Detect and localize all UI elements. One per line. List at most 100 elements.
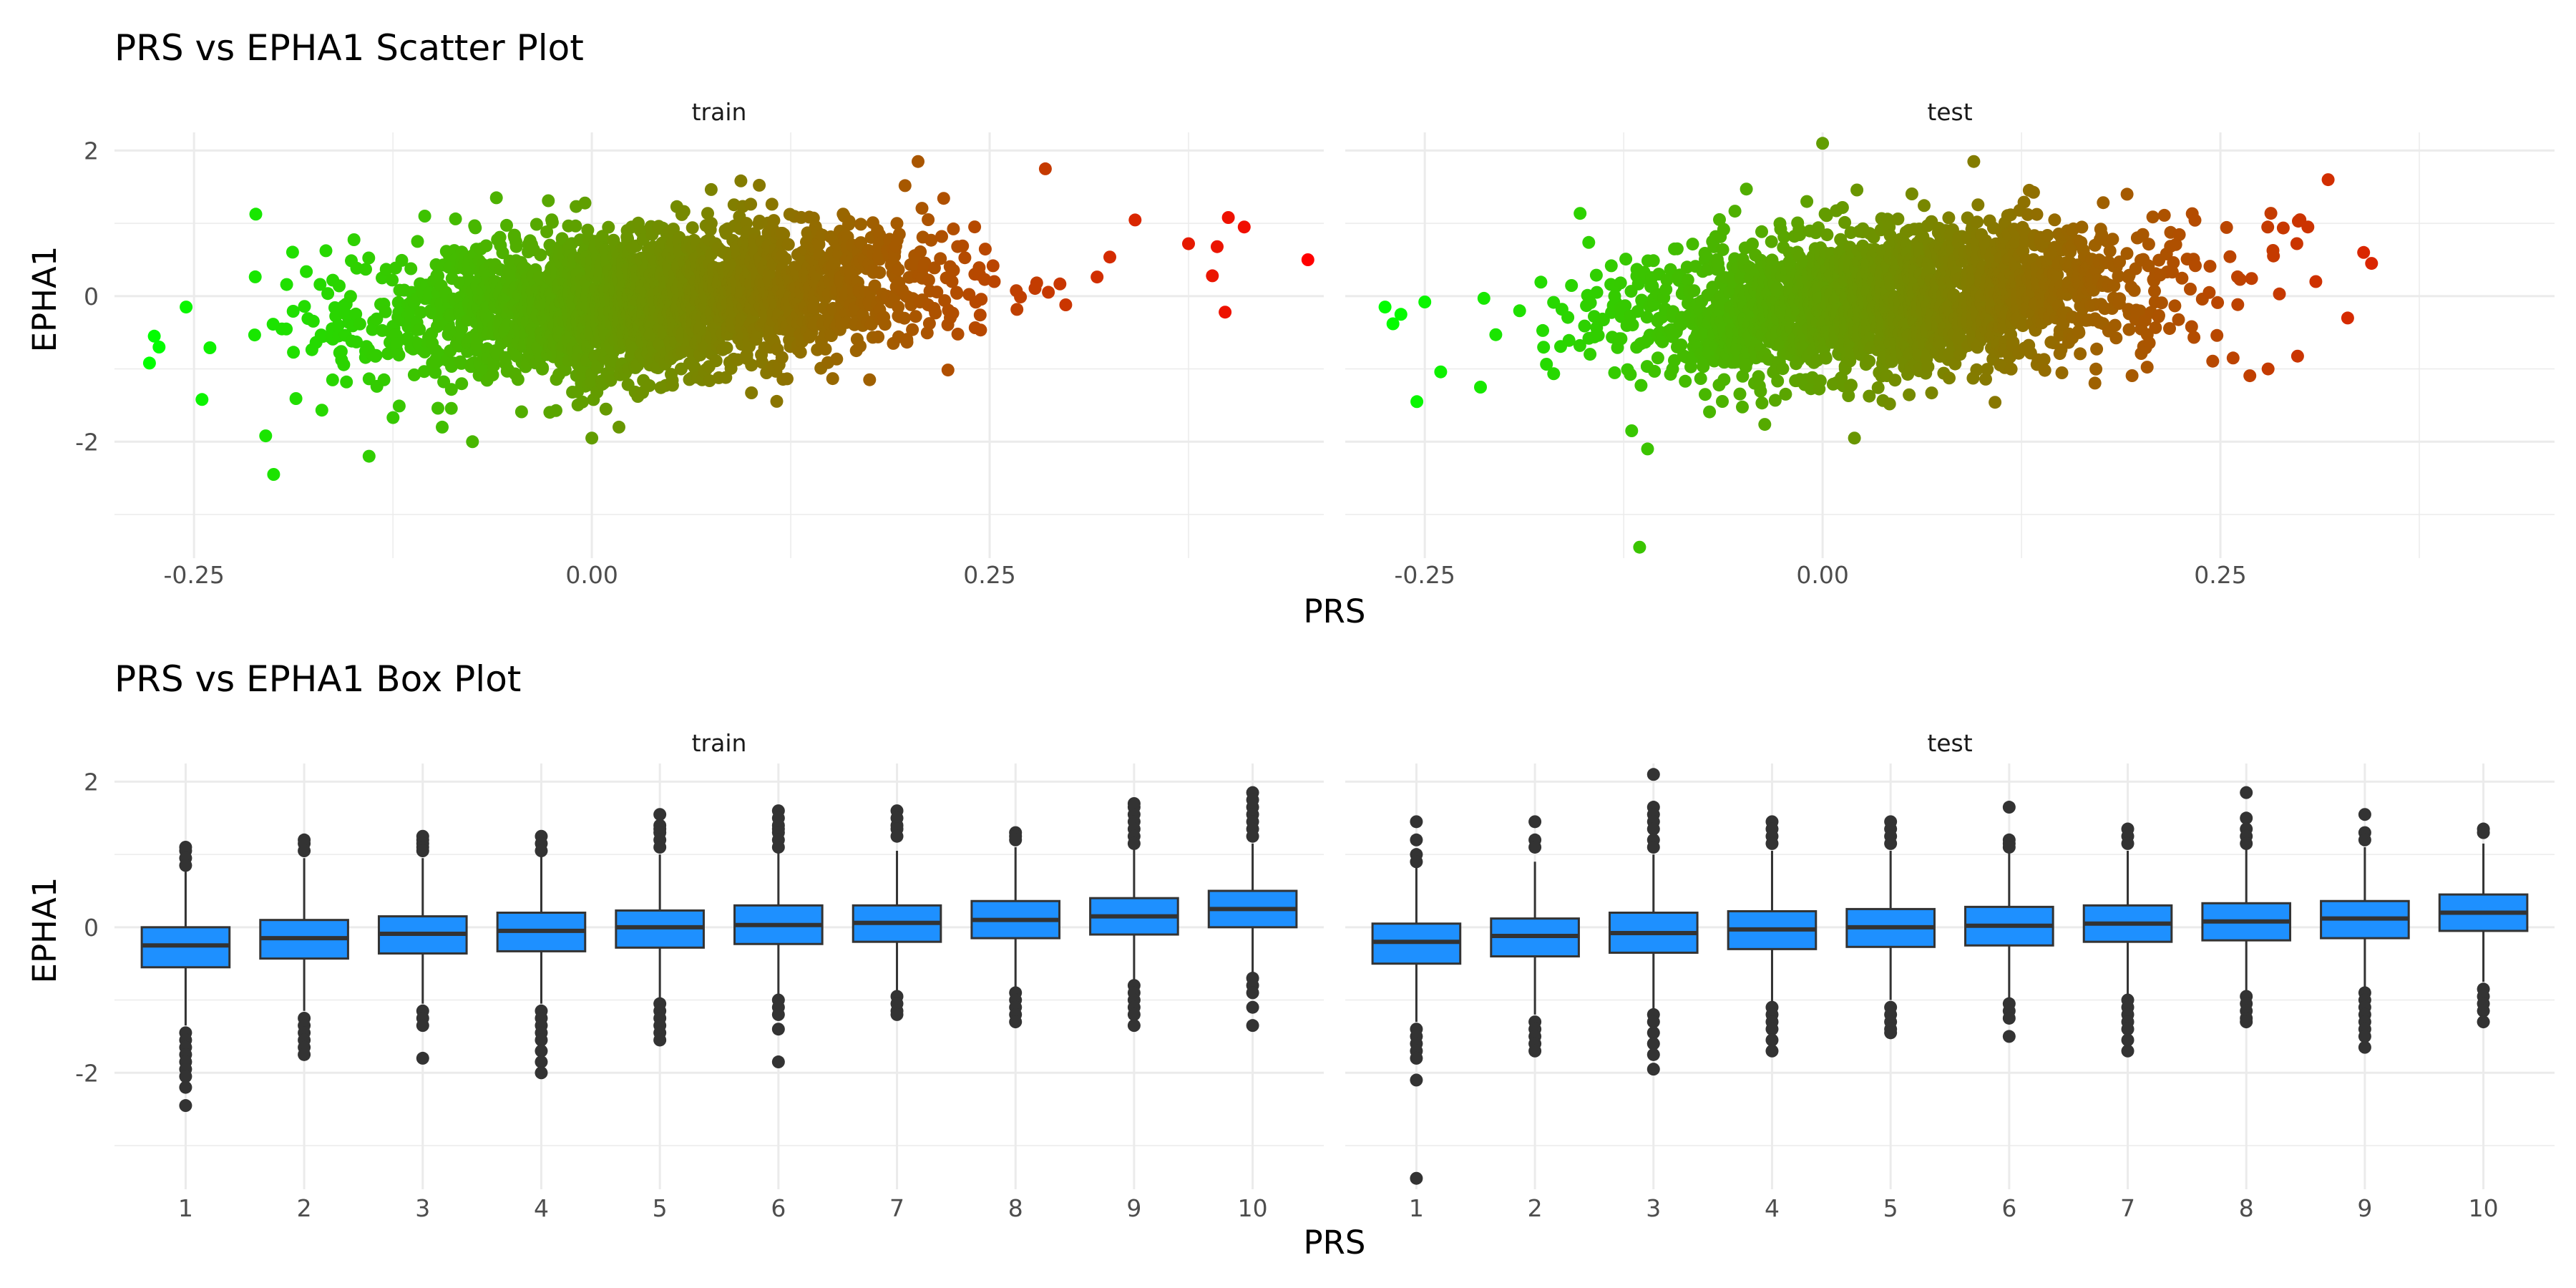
scatter-point	[1765, 235, 1778, 248]
scatter-point	[2273, 287, 2286, 301]
scatter-point	[2321, 173, 2335, 187]
scatter-point	[602, 220, 615, 234]
scatter-point	[418, 210, 431, 223]
box-outlier	[179, 1099, 192, 1113]
scatter-point	[286, 245, 299, 259]
scatter-point	[900, 336, 914, 349]
x-tick-label: 0.25	[963, 561, 1015, 589]
scatter-point	[1648, 364, 1662, 378]
scatter-point	[1943, 371, 1956, 385]
scatter-point	[1030, 276, 1043, 290]
scatter-point	[2048, 213, 2062, 227]
scatter-point	[1918, 199, 1931, 213]
scatter-point	[1237, 220, 1251, 234]
scatter-point	[386, 273, 399, 287]
scatter-point	[1736, 400, 1749, 414]
scatter-point	[1206, 269, 1219, 283]
scatter-point	[935, 230, 948, 243]
scatter-point	[842, 215, 856, 228]
scatter-point	[2146, 210, 2160, 224]
scatter-point	[1819, 351, 1833, 365]
scatter-point	[2210, 328, 2224, 342]
scatter-point	[950, 286, 964, 300]
scatter-point	[280, 322, 293, 336]
scatter-point	[1624, 368, 1637, 381]
scatter-point	[1883, 397, 1896, 411]
scatter-point	[1301, 253, 1314, 266]
scatter-point	[2206, 354, 2220, 368]
scatter-point	[500, 218, 513, 232]
scatter-point	[794, 346, 807, 359]
scatter-point	[1578, 319, 1591, 333]
scatter-point	[466, 435, 479, 449]
scatter-point	[2120, 187, 2134, 201]
scatter-point	[1619, 253, 1633, 266]
x-tick-label: 0.00	[565, 561, 618, 589]
scatter-point	[2188, 213, 2202, 227]
scatter-point	[248, 270, 262, 283]
scatter-point	[2113, 292, 2127, 306]
box-outlier	[653, 840, 667, 854]
scatter-point	[2264, 207, 2278, 220]
x-tick-label: -0.25	[1394, 561, 1455, 589]
scatter-point	[248, 328, 261, 342]
box-outlier	[416, 1019, 429, 1033]
scatter-point	[1010, 303, 1024, 316]
scatter-point	[2152, 308, 2165, 322]
scatter-point	[152, 341, 166, 353]
scatter-point	[300, 265, 313, 278]
scatter-point	[1679, 374, 1692, 388]
scatter-point	[2149, 321, 2162, 334]
scatter-point	[1891, 213, 1905, 225]
scatter-point	[946, 306, 960, 320]
scatter-point	[595, 230, 609, 243]
scatter-point	[1489, 328, 1503, 341]
scatter-y-axis-title: EPHA1	[26, 246, 64, 353]
scatter-point	[2097, 196, 2110, 210]
scatter-point	[2109, 331, 2123, 345]
scatter-point	[1703, 405, 1717, 419]
scatter-point	[429, 366, 442, 379]
scatter-point	[142, 356, 156, 370]
scatter-point	[677, 205, 691, 218]
scatter-point	[1634, 379, 1648, 392]
scatter-point	[1687, 284, 1701, 298]
scatter-point	[1561, 311, 1575, 324]
scatter-point	[1182, 237, 1195, 250]
y-tick-label: 2	[84, 137, 99, 165]
scatter-point	[2261, 362, 2275, 376]
scatter-point	[1418, 296, 1432, 308]
scatter-point	[2243, 369, 2257, 383]
scatter-point	[1574, 207, 1587, 220]
box-train-grid	[114, 763, 1324, 1189]
scatter-point	[2168, 299, 2182, 313]
scatter-point	[2184, 283, 2197, 296]
scatter-point	[2089, 362, 2103, 376]
scatter-point	[765, 197, 779, 211]
scatter-point	[909, 310, 922, 323]
scatter-point	[947, 263, 960, 277]
box-outlier	[416, 844, 429, 858]
scatter-point	[744, 197, 758, 211]
scatter-point	[349, 307, 363, 321]
scatter-point	[2189, 259, 2202, 273]
scatter-point	[753, 178, 766, 192]
scatter-point	[347, 233, 361, 246]
scatter-point	[1776, 362, 1790, 376]
scatter-point	[915, 202, 929, 215]
scatter-point	[1626, 318, 1639, 332]
scatter-point	[289, 392, 303, 405]
scatter-point	[2290, 237, 2303, 250]
scatter-point	[2108, 318, 2122, 332]
y-tick-label: -2	[75, 428, 99, 456]
scatter-point	[343, 290, 357, 303]
scatter-point	[767, 214, 781, 228]
scatter-point	[1771, 374, 1785, 388]
scatter-point	[929, 306, 942, 320]
scatter-point	[1971, 215, 1984, 229]
scatter-point	[404, 262, 418, 275]
scatter-point	[1651, 351, 1664, 365]
scatter-point	[379, 305, 392, 318]
scatter-point	[2341, 311, 2354, 325]
scatter-point	[395, 253, 409, 267]
